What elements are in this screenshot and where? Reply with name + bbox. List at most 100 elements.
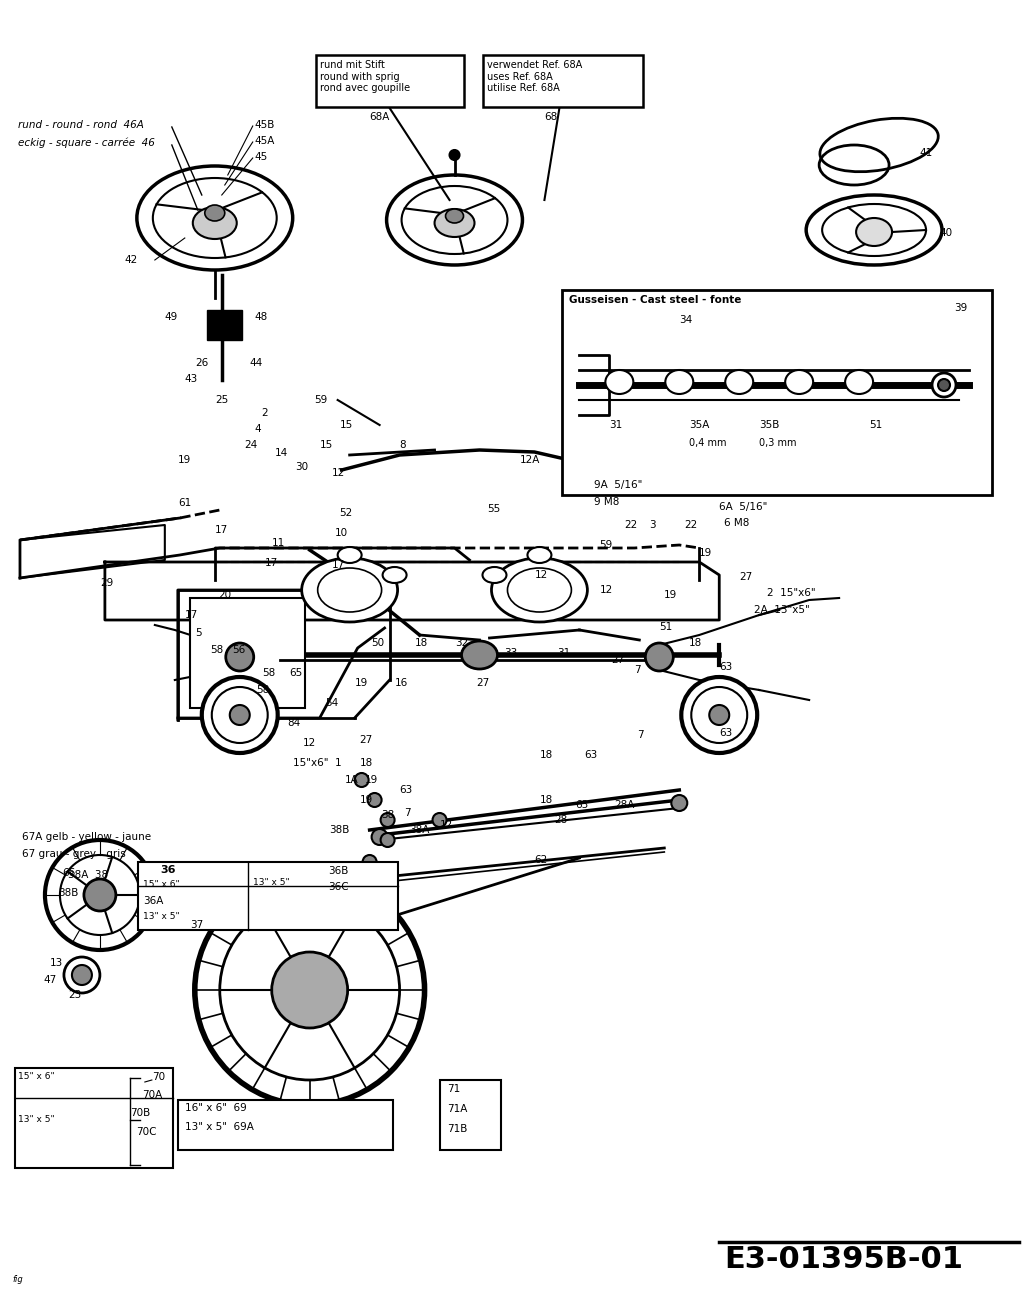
- Text: 12: 12: [440, 820, 453, 830]
- Ellipse shape: [857, 218, 892, 247]
- Text: 40: 40: [939, 229, 953, 238]
- Text: 43: 43: [185, 374, 198, 383]
- Ellipse shape: [845, 371, 873, 394]
- Ellipse shape: [434, 209, 475, 238]
- Text: 63: 63: [584, 750, 598, 760]
- Text: 20: 20: [218, 590, 231, 600]
- Text: 12: 12: [302, 738, 316, 747]
- Bar: [178, 1100, 392, 1150]
- Text: 71A: 71A: [448, 1104, 467, 1114]
- Bar: [206, 310, 241, 340]
- Text: 9A  5/16": 9A 5/16": [594, 480, 643, 491]
- Ellipse shape: [932, 373, 956, 398]
- Text: fig: fig: [12, 1276, 23, 1285]
- Text: 51: 51: [659, 622, 673, 633]
- Text: 27: 27: [611, 655, 624, 665]
- Text: 45B: 45B: [255, 120, 276, 130]
- Text: 38A: 38A: [410, 825, 430, 835]
- Text: 15: 15: [320, 440, 333, 451]
- Text: 62: 62: [535, 855, 548, 865]
- Text: 32: 32: [455, 638, 469, 648]
- Text: E3-01395B-01: E3-01395B-01: [724, 1245, 963, 1274]
- Text: 0,4 mm: 0,4 mm: [689, 438, 727, 448]
- Text: 19: 19: [355, 678, 367, 688]
- Text: eckig - square - carrée  46: eckig - square - carrée 46: [18, 138, 155, 148]
- Text: 12A: 12A: [519, 454, 540, 465]
- Ellipse shape: [60, 855, 140, 935]
- Text: 31: 31: [609, 420, 622, 430]
- Text: 28A: 28A: [614, 800, 635, 809]
- Ellipse shape: [220, 900, 399, 1081]
- Text: 16" x 6"  69: 16" x 6" 69: [185, 1103, 247, 1113]
- Text: 29: 29: [100, 578, 114, 587]
- Ellipse shape: [606, 371, 634, 394]
- Text: 39: 39: [954, 303, 967, 312]
- Ellipse shape: [381, 813, 394, 828]
- Text: 19: 19: [665, 590, 678, 600]
- Text: 35B: 35B: [760, 420, 779, 430]
- Text: 48: 48: [255, 312, 268, 321]
- Text: 49: 49: [165, 312, 179, 321]
- Ellipse shape: [446, 209, 463, 223]
- Text: 17: 17: [265, 558, 278, 568]
- Text: 28: 28: [554, 815, 568, 825]
- Text: 18: 18: [689, 638, 703, 648]
- Text: Gusseisen - Cast steel - fonte: Gusseisen - Cast steel - fonte: [570, 296, 742, 305]
- Text: 12: 12: [535, 571, 548, 580]
- Text: 19: 19: [178, 454, 191, 465]
- Text: 45: 45: [255, 152, 268, 161]
- Text: 2: 2: [262, 408, 268, 418]
- Ellipse shape: [72, 964, 92, 985]
- Text: 36: 36: [160, 865, 175, 875]
- Text: 12: 12: [331, 469, 345, 478]
- Text: 70B: 70B: [130, 1108, 150, 1118]
- Text: 1A: 1A: [345, 775, 358, 785]
- Ellipse shape: [483, 567, 507, 584]
- Text: 15"x6"  1: 15"x6" 1: [293, 758, 342, 768]
- Text: 63: 63: [719, 728, 733, 738]
- Text: 19: 19: [359, 795, 373, 806]
- Text: 70A: 70A: [141, 1090, 162, 1100]
- Text: 12: 12: [600, 585, 613, 595]
- Ellipse shape: [373, 873, 387, 887]
- Text: 71: 71: [448, 1084, 460, 1093]
- Text: rund mit Stift
round with sprig
rond avec goupille: rund mit Stift round with sprig rond ave…: [320, 59, 410, 93]
- Text: 66: 66: [62, 868, 75, 878]
- Text: 70: 70: [152, 1072, 165, 1082]
- Ellipse shape: [195, 875, 424, 1105]
- Text: 45A: 45A: [255, 136, 276, 146]
- Text: 24: 24: [245, 440, 258, 451]
- Text: 41: 41: [920, 148, 932, 158]
- Ellipse shape: [193, 207, 236, 239]
- Text: 15" x 6": 15" x 6": [18, 1072, 55, 1081]
- Text: 67 grau - grey - gris: 67 grau - grey - gris: [22, 849, 126, 859]
- Ellipse shape: [204, 205, 225, 221]
- Ellipse shape: [226, 643, 254, 671]
- Ellipse shape: [362, 855, 377, 869]
- Text: rund - round - rond  46A: rund - round - rond 46A: [18, 120, 143, 130]
- Text: 6A  5/16": 6A 5/16": [719, 502, 768, 513]
- Text: 0,3 mm: 0,3 mm: [760, 438, 797, 448]
- Text: 2A  13"x5": 2A 13"x5": [754, 605, 810, 615]
- Text: 9 M8: 9 M8: [594, 497, 620, 507]
- Ellipse shape: [337, 547, 361, 563]
- Text: 50: 50: [372, 638, 385, 648]
- Text: 61: 61: [178, 498, 191, 507]
- Text: 18: 18: [359, 758, 373, 768]
- Ellipse shape: [318, 568, 382, 612]
- Text: 68A: 68A: [369, 112, 390, 123]
- Bar: [440, 1081, 502, 1150]
- Ellipse shape: [367, 793, 382, 807]
- Text: 84: 84: [288, 718, 301, 728]
- Text: 71B: 71B: [448, 1124, 467, 1133]
- Bar: [562, 290, 992, 494]
- Ellipse shape: [432, 813, 447, 828]
- Ellipse shape: [725, 371, 753, 394]
- Text: 59: 59: [315, 395, 328, 405]
- Text: 2  15"x6": 2 15"x6": [767, 587, 816, 598]
- Text: 13" x 5"  69A: 13" x 5" 69A: [185, 1122, 254, 1132]
- Ellipse shape: [381, 833, 394, 847]
- Ellipse shape: [45, 840, 155, 950]
- Text: 33: 33: [505, 648, 518, 658]
- Text: 38B: 38B: [58, 888, 78, 899]
